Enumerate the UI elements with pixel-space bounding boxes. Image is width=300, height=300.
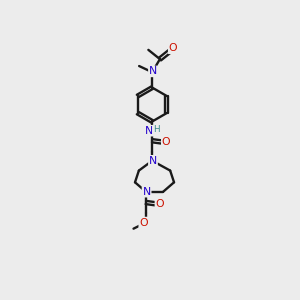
Text: O: O: [155, 199, 164, 209]
Text: O: O: [139, 218, 148, 227]
Text: H: H: [153, 125, 159, 134]
Text: O: O: [169, 43, 177, 53]
Text: N: N: [149, 66, 157, 76]
Text: N: N: [145, 126, 153, 136]
Text: O: O: [162, 137, 170, 147]
Text: N: N: [149, 156, 157, 166]
Text: N: N: [142, 187, 151, 197]
